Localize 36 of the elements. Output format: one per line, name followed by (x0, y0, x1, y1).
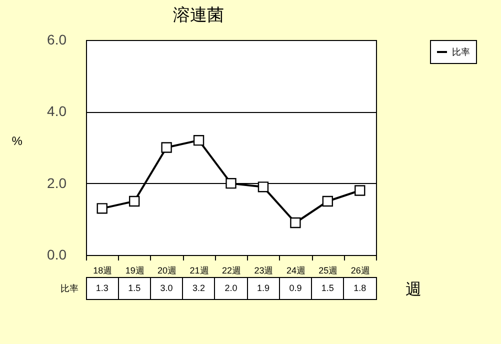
point (290, 217, 301, 228)
point (193, 134, 204, 146)
text: 1.8 (354, 283, 366, 293)
text: 0.9 (289, 283, 302, 293)
text: 3.0 (160, 283, 173, 293)
point (161, 142, 172, 153)
y-tick-label: 2.0 (47, 174, 67, 191)
point (128, 196, 140, 207)
y-tick-label: 4.0 (47, 103, 67, 120)
x-tick-label: 20週 (158, 266, 177, 276)
x-tick-label: 23週 (254, 266, 274, 276)
x-axis-title: 週 (406, 282, 422, 298)
text: 1.5 (128, 283, 141, 293)
text: 2.0 (224, 283, 238, 293)
legend-label: 比率 (452, 47, 470, 57)
y-tick-label: 6.0 (47, 32, 67, 48)
y-axis-title: % (12, 134, 23, 148)
text: 1.9 (256, 283, 270, 293)
point (96, 203, 108, 214)
x-tick-label: 21週 (190, 266, 209, 276)
text: 3.2 (192, 283, 206, 293)
chart-title: 溶連菌 (173, 6, 224, 24)
text: 比率 (60, 284, 78, 294)
x-tick-label: 22週 (222, 266, 242, 276)
x-tick-label: 25週 (318, 266, 338, 276)
point (322, 196, 334, 207)
point (226, 178, 236, 189)
x-tick-label: 18週 (93, 266, 112, 276)
point (258, 182, 269, 192)
text: 1.3 (96, 283, 108, 293)
x-tick-label: 26週 (350, 266, 370, 276)
text: 1.5 (321, 283, 334, 293)
x-tick-label: 24週 (286, 266, 306, 276)
y-tick-label: 0.0 (47, 246, 67, 262)
point (354, 185, 366, 196)
x-tick-label: 19週 (125, 266, 144, 276)
